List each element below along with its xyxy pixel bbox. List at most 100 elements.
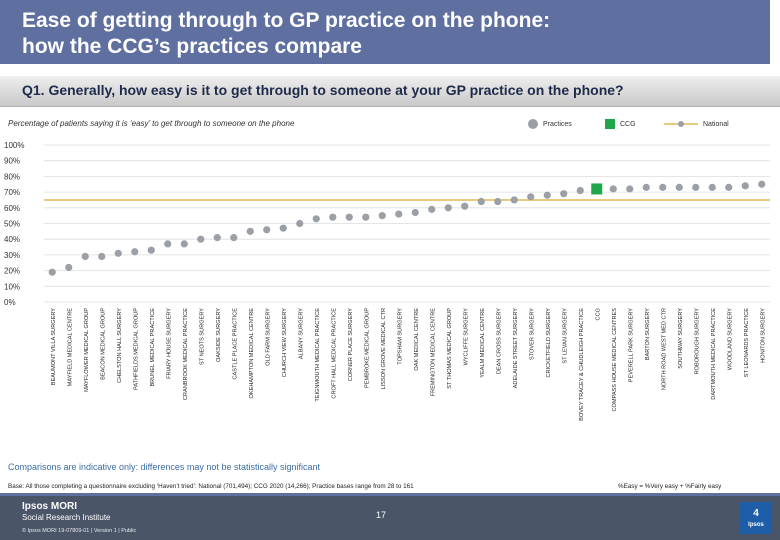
y-tick-label: 90% — [4, 157, 20, 166]
ccg-marker — [591, 183, 603, 195]
y-tick-label: 20% — [4, 267, 20, 276]
ipsos-logo: 4 Ipsos — [740, 502, 772, 534]
x-tick-label: COMPASS HOUSE MEDICAL CENTRES — [612, 308, 618, 412]
x-tick-label: YEALM MEDICAL CENTRE — [480, 308, 486, 378]
x-tick-label: CHURCH VIEW SURGERY — [282, 308, 288, 377]
practice-point — [114, 249, 122, 257]
title-bar — [0, 0, 770, 64]
practice-point — [312, 215, 320, 223]
legend-ccg-marker — [605, 119, 615, 129]
x-tick-label: PATHFIELDS MEDICAL GROUP — [133, 308, 139, 390]
x-tick-label: ST LEONARDS PRACTICE — [744, 308, 750, 377]
practice-point — [246, 227, 254, 235]
practice-point — [461, 202, 469, 210]
x-tick-label: ADELAIDE STREET SURGERY — [513, 308, 519, 389]
y-tick-label: 30% — [4, 251, 20, 260]
practice-point — [345, 213, 353, 221]
practice-point — [362, 213, 370, 221]
x-tick-label: FRIARY HOUSE SURGERY — [166, 308, 172, 379]
legend-practice-marker — [528, 119, 538, 129]
x-tick-label: NORTH ROAD WEST MED CTR — [661, 308, 667, 390]
x-tick-label: CRANBROOK MEDICAL PRACTICE — [183, 308, 189, 400]
page-title: Ease of getting through to GP practice o… — [22, 8, 742, 60]
formula-note: %Easy = %Very easy + %Fairly easy — [618, 483, 722, 490]
practice-point — [560, 190, 568, 198]
practice-point — [81, 252, 89, 261]
x-tick-label: BRUNEL MEDICAL PRACTICE — [150, 308, 156, 387]
title-header: Ease of getting through to GP practice o… — [0, 0, 780, 64]
practice-point — [147, 246, 155, 254]
practice-point — [494, 197, 502, 206]
x-tick-label: ST THOMAS MEDICAL GROUP — [447, 308, 453, 389]
practice-point — [444, 204, 452, 212]
chart-subtitle: Percentage of patients saying it is ‘eas… — [8, 119, 295, 128]
y-tick-label: 40% — [4, 235, 20, 244]
practice-point — [758, 180, 766, 188]
x-tick-label: CORNER PLACE SURGERY — [348, 308, 354, 382]
x-tick-label: OAK MEDICAL CENTRE — [414, 308, 420, 371]
legend-national: National — [664, 118, 729, 130]
x-tick-label: ALBANY SURGERY — [298, 308, 304, 359]
footer-divider — [0, 493, 780, 496]
practice-point — [378, 212, 386, 220]
practice-point — [741, 182, 749, 190]
practice-point — [329, 213, 337, 221]
x-tick-label: HONITON SURGERY — [760, 308, 766, 363]
practice-point — [576, 186, 584, 195]
practice-point — [131, 248, 139, 256]
x-tick-label: TOPSHAM SURGERY — [397, 308, 403, 365]
practice-point — [296, 219, 304, 228]
practice-point — [180, 240, 188, 248]
x-tick-label: WYCLIFFE SURGERY — [463, 308, 469, 366]
logo-number: 4 — [753, 508, 759, 519]
x-tick-label: CROFT HALL MEDICAL PRACTICE — [331, 308, 337, 399]
practice-point — [263, 226, 271, 234]
practice-point — [48, 268, 56, 276]
x-tick-label: LISSON GROVE MEDICAL CTR — [381, 308, 387, 390]
page-number: 17 — [376, 510, 387, 520]
x-tick-label: STOVER SURGERY — [529, 308, 535, 360]
y-tick-label: 0% — [4, 298, 16, 307]
practice-point — [642, 183, 650, 191]
practice-point — [626, 185, 634, 193]
practice-comparison-chart: 0% 10% 20% 30% 40% 50% 60% 70% 80% 90% 100% BEAUMON… — [4, 141, 770, 421]
practice-point — [708, 183, 716, 191]
x-tick-label: BEAUMONT VILLA SURGERY — [51, 308, 57, 385]
y-tick-label: 100% — [4, 141, 24, 150]
practice-point — [543, 191, 551, 199]
x-tick-label: CASTLE PLACE PRACTICE — [232, 308, 238, 380]
practice-point — [197, 235, 205, 243]
practice-point — [725, 183, 733, 191]
x-tick-label: SOUTHWAY SURGERY — [678, 308, 684, 369]
x-tick-label: CRICKETFIELD SURGERY — [546, 308, 552, 378]
y-tick-label: 60% — [4, 204, 20, 213]
practice-point — [510, 196, 518, 204]
practice-point — [659, 183, 667, 191]
legend-ccg: CCG — [605, 118, 636, 130]
practice-point — [395, 210, 403, 218]
legend-national-marker — [664, 121, 698, 127]
x-tick-label: BEACON MEDICAL GROUP — [100, 308, 106, 380]
y-tick-label: 70% — [4, 188, 20, 197]
title-line-1: Ease of getting through to GP practice o… — [22, 9, 551, 32]
x-tick-label: MAYFLOWER MEDICAL GROUP — [84, 308, 90, 392]
practice-point — [527, 193, 535, 201]
x-tick-label: FREMINGTON MEDICAL CENTRE — [430, 308, 436, 397]
question-banner: Q1. Generally, how easy is it to get thr… — [0, 76, 780, 107]
practice-point — [164, 240, 172, 248]
practice-point — [609, 185, 617, 193]
x-tick-label: CHELSTON HALL SURGERY — [117, 308, 123, 383]
x-tick-label: ST NEOTS SURGERY — [199, 308, 205, 365]
x-tick-label: OKEHAMPTON MEDICAL CENTRE — [249, 308, 255, 399]
y-tick-label: 10% — [4, 282, 20, 291]
x-tick-label: BARTON SURGERY — [645, 308, 651, 360]
practice-point — [675, 183, 683, 191]
x-tick-label: ROBOROUGH SURGERY — [694, 308, 700, 375]
legend-ccg-label: CCG — [620, 120, 636, 128]
x-tick-label: BOVEY TRACEY & CHUDLEIGH PRACTICE — [579, 308, 585, 421]
base-note: Base: All those completing a questionnai… — [8, 483, 414, 490]
x-tick-label: OLD FARM SURGERY — [265, 308, 271, 366]
legend-practices-label: Practices — [543, 120, 572, 128]
x-tick-label: ST LEVAN SURGERY — [562, 308, 568, 364]
x-tick-label: DEAN CROSS SURGERY — [496, 308, 502, 374]
